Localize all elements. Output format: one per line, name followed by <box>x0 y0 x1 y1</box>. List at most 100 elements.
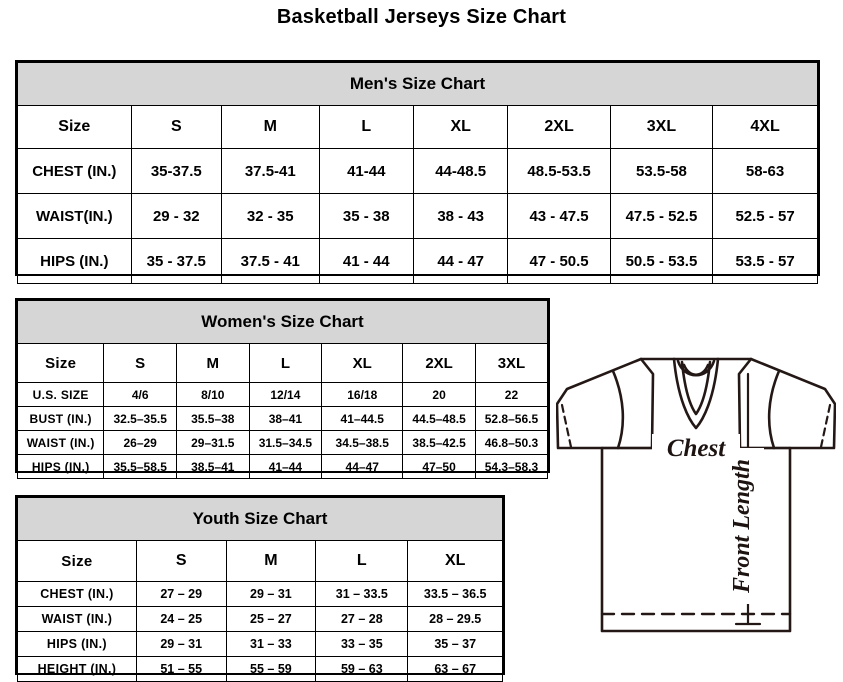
chest-label-backdrop <box>652 434 740 462</box>
body-outline <box>600 446 792 633</box>
mens-waist-3xl: 47.5 - 52.5 <box>609 193 714 239</box>
page-title: Basketball Jerseys Size Chart <box>276 6 567 28</box>
womens-col-m: M <box>175 343 250 383</box>
youth-chest-s: 27 – 29 <box>135 581 227 607</box>
table-row: WAIST(IN.) 29 - 32 32 - 35 35 - 38 38 - … <box>17 193 818 239</box>
table-row: BUST (IN.) 32.5–35.5 35.5–38 38–41 41–44… <box>16 406 549 431</box>
mens-hips-2xl: 47 - 50.5 <box>507 238 611 284</box>
table-row: U.S. SIZE 4/6 8/10 12/14 16/18 20 22 <box>16 382 549 407</box>
womens-hips-3xl: 54.3–58.3 <box>474 454 549 479</box>
womens-hips-s: 35.5–58.5 <box>103 454 177 479</box>
womens-bust-2xl: 44.5–48.5 <box>402 406 476 431</box>
table-row: HIPS (IN.) 29 – 31 31 – 33 33 – 35 35 – … <box>17 631 503 657</box>
youth-row-label-waist: WAIST (IN.) <box>17 606 137 632</box>
front-length-label-backdrop <box>734 448 764 604</box>
youth-waist-s: 24 – 25 <box>135 606 227 632</box>
youth-size-table: Youth Size Chart Size S M L XL CHEST (IN… <box>17 497 503 682</box>
mens-col-2xl: 2XL <box>507 105 611 149</box>
mens-band-row: Men's Size Chart <box>17 62 818 106</box>
youth-col-m: M <box>225 540 317 582</box>
mens-chest-xl: 44-48.5 <box>412 148 509 194</box>
youth-chest-xl: 33.5 – 36.5 <box>407 581 503 607</box>
youth-waist-l: 27 – 28 <box>315 606 409 632</box>
mens-hips-l: 41 - 44 <box>318 238 414 284</box>
womens-size-chart: Women's Size Chart Size S M L XL 2XL 3XL… <box>15 298 550 479</box>
womens-hips-2xl: 47–50 <box>402 454 476 479</box>
mens-col-size: Size <box>17 105 132 149</box>
womens-bust-m: 35.5–38 <box>175 406 250 431</box>
right-cuff-dashes <box>819 403 832 449</box>
womens-bust-s: 32.5–35.5 <box>103 406 177 431</box>
womens-ussize-l: 12/14 <box>248 382 323 407</box>
table-row: HIPS (IN.) 35 - 37.5 37.5 - 41 41 - 44 4… <box>17 238 818 284</box>
womens-col-size: Size <box>16 343 105 383</box>
table-row: HEIGHT (IN.) 51 – 55 55 – 59 59 – 63 63 … <box>17 656 503 682</box>
mens-row-label-hips: HIPS (IN.) <box>17 238 132 284</box>
womens-band-row: Women's Size Chart <box>17 300 548 344</box>
collar-rib-inner <box>682 363 710 377</box>
left-sleeve-shape <box>556 357 655 450</box>
mens-col-xl: XL <box>412 105 509 149</box>
womens-band-label: Women's Size Chart <box>17 300 548 344</box>
mens-chest-m: 37.5-41 <box>220 148 320 194</box>
womens-waist-2xl: 38.5–42.5 <box>402 430 476 455</box>
table-row: HIPS (IN.) 35.5–58.5 38.5–41 41–44 44–47… <box>16 454 549 479</box>
mens-hips-4xl: 53.5 - 57 <box>712 238 818 284</box>
vneck-outer <box>672 357 720 430</box>
mens-waist-l: 35 - 38 <box>318 193 414 239</box>
chest-label: Chest <box>667 435 726 462</box>
womens-row-label-us-size: U.S. SIZE <box>16 382 105 407</box>
table-row: WAIST (IN.) 26–29 29–31.5 31.5–34.5 34.5… <box>16 430 549 455</box>
table-row: WAIST (IN.) 24 – 25 25 – 27 27 – 28 28 –… <box>17 606 503 632</box>
mens-waist-2xl: 43 - 47.5 <box>507 193 611 239</box>
womens-waist-s: 26–29 <box>103 430 177 455</box>
womens-waist-xl: 34.5–38.5 <box>321 430 404 455</box>
youth-height-s: 51 – 55 <box>135 656 227 682</box>
mens-hips-m: 37.5 - 41 <box>220 238 320 284</box>
youth-row-label-hips: HIPS (IN.) <box>17 631 137 657</box>
youth-hips-xl: 35 – 37 <box>407 631 503 657</box>
womens-ussize-2xl: 20 <box>402 382 476 407</box>
mens-chest-l: 41-44 <box>318 148 414 194</box>
womens-bust-xl: 41–44.5 <box>321 406 404 431</box>
table-row: CHEST (IN.) 35-37.5 37.5-41 41-44 44-48.… <box>17 148 818 194</box>
mens-band-label: Men's Size Chart <box>17 62 818 106</box>
womens-bust-l: 38–41 <box>248 406 323 431</box>
womens-waist-3xl: 46.8–50.3 <box>474 430 549 455</box>
youth-hips-l: 33 – 35 <box>315 631 409 657</box>
womens-size-table: Women's Size Chart Size S M L XL 2XL 3XL… <box>16 300 549 479</box>
mens-size-chart: Men's Size Chart Size S M L XL 2XL 3XL 4… <box>15 60 820 284</box>
womens-col-l: L <box>248 343 323 383</box>
mens-col-3xl: 3XL <box>609 105 714 149</box>
mens-chest-2xl: 48.5-53.5 <box>507 148 611 194</box>
mens-col-4xl: 4XL <box>712 105 818 149</box>
youth-band-row: Youth Size Chart <box>17 497 503 541</box>
womens-hips-xl: 44–47 <box>321 454 404 479</box>
right-sleeve-seam <box>767 369 781 450</box>
womens-waist-m: 29–31.5 <box>175 430 250 455</box>
table-row: CHEST (IN.) 27 – 29 29 – 31 31 – 33.5 33… <box>17 581 503 607</box>
youth-height-xl: 63 – 67 <box>407 656 503 682</box>
mens-chest-4xl: 58-63 <box>712 148 818 194</box>
womens-hips-l: 41–44 <box>248 454 323 479</box>
youth-col-s: S <box>135 540 227 582</box>
youth-col-l: L <box>315 540 409 582</box>
mens-chest-3xl: 53.5-58 <box>609 148 714 194</box>
womens-waist-l: 31.5–34.5 <box>248 430 323 455</box>
left-sleeve-seam <box>611 369 625 450</box>
womens-ussize-m: 8/10 <box>175 382 250 407</box>
womens-col-xl: XL <box>321 343 404 383</box>
front-length-label: Front Length <box>729 459 755 594</box>
mens-col-m: M <box>220 105 320 149</box>
youth-size-chart: Youth Size Chart Size S M L XL CHEST (IN… <box>15 495 505 682</box>
mens-hips-s: 35 - 37.5 <box>130 238 222 284</box>
youth-row-label-height: HEIGHT (IN.) <box>17 656 137 682</box>
mens-waist-4xl: 52.5 - 57 <box>712 193 818 239</box>
mens-waist-xl: 38 - 43 <box>412 193 509 239</box>
youth-height-m: 55 – 59 <box>225 656 317 682</box>
womens-col-2xl: 2XL <box>402 343 476 383</box>
mens-chest-s: 35-37.5 <box>130 148 222 194</box>
youth-row-label-chest: CHEST (IN.) <box>17 581 137 607</box>
youth-header-row: Size S M L XL <box>17 540 503 582</box>
youth-band-label: Youth Size Chart <box>17 497 503 541</box>
